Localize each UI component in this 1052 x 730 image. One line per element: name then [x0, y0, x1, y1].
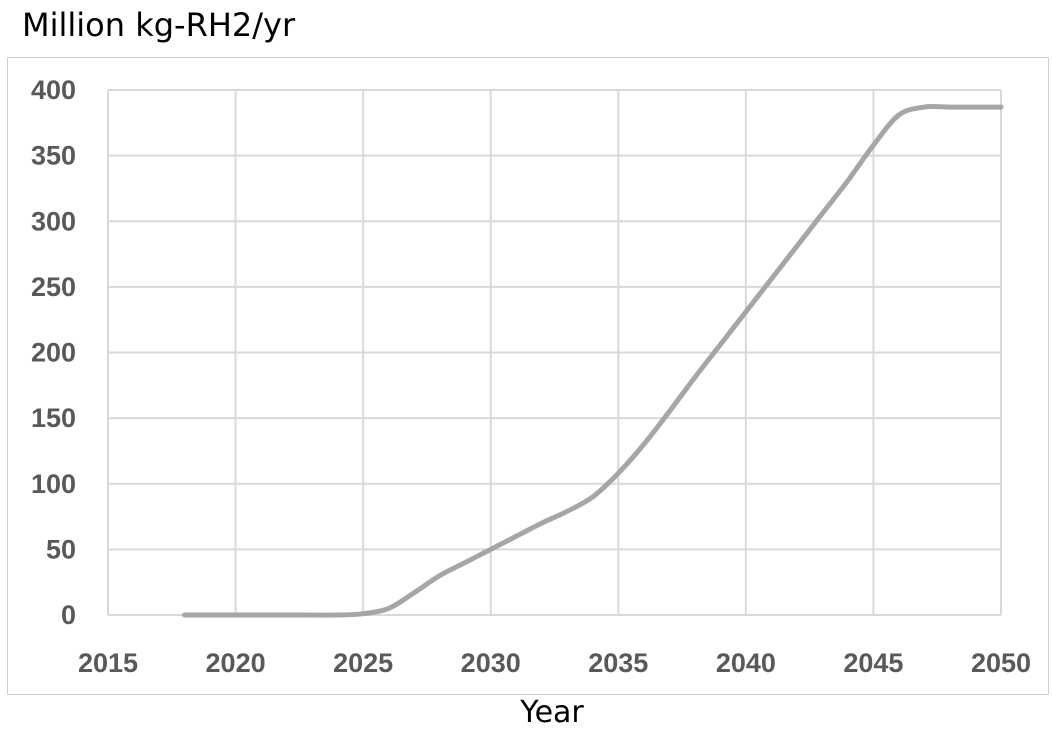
y-tick-label: 350 — [31, 141, 76, 171]
chart-frame — [7, 57, 1049, 695]
chart-title: Million kg-RH2/yr — [22, 6, 296, 44]
y-tick-label: 250 — [31, 272, 76, 302]
x-tick-label: 2040 — [716, 648, 776, 678]
x-tick-label: 2025 — [333, 648, 393, 678]
x-tick-label: 2015 — [78, 648, 138, 678]
series-line — [182, 104, 1004, 618]
x-tick-label: 2020 — [206, 648, 266, 678]
x-tick-label: 2035 — [588, 648, 648, 678]
y-tick-label: 50 — [46, 534, 76, 564]
y-tick-label: 0 — [61, 600, 76, 630]
y-tick-label: 300 — [31, 206, 76, 236]
y-tick-label: 150 — [31, 403, 76, 433]
x-tick-label: 2050 — [971, 648, 1031, 678]
y-tick-label: 400 — [31, 75, 76, 105]
y-tick-label: 200 — [31, 338, 76, 368]
x-axis-label: Year — [520, 695, 584, 730]
x-tick-label: 2030 — [461, 648, 521, 678]
x-tick-label: 2045 — [843, 648, 903, 678]
y-tick-label: 100 — [31, 469, 76, 499]
